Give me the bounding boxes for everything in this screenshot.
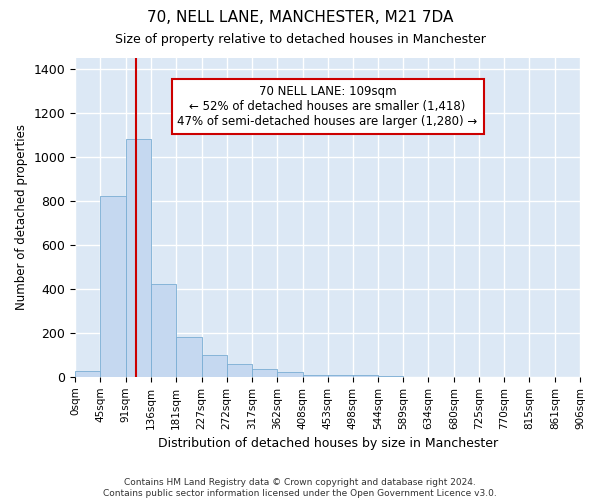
Bar [302, 374, 328, 377]
Bar [227, 364, 252, 377]
Bar [100, 196, 126, 377]
Bar [277, 372, 302, 377]
Text: Contains HM Land Registry data © Crown copyright and database right 2024.
Contai: Contains HM Land Registry data © Crown c… [103, 478, 497, 498]
Bar [328, 375, 353, 377]
Bar [378, 376, 403, 377]
X-axis label: Distribution of detached houses by size in Manchester: Distribution of detached houses by size … [158, 437, 497, 450]
Bar [252, 369, 277, 377]
Bar [353, 376, 378, 377]
Y-axis label: Number of detached properties: Number of detached properties [15, 124, 28, 310]
Bar [151, 284, 176, 377]
Bar [202, 355, 227, 377]
Text: 70, NELL LANE, MANCHESTER, M21 7DA: 70, NELL LANE, MANCHESTER, M21 7DA [147, 10, 453, 25]
Text: 70 NELL LANE: 109sqm
← 52% of detached houses are smaller (1,418)
47% of semi-de: 70 NELL LANE: 109sqm ← 52% of detached h… [178, 84, 478, 128]
Text: Size of property relative to detached houses in Manchester: Size of property relative to detached ho… [115, 32, 485, 46]
Bar [176, 337, 202, 377]
Bar [75, 372, 100, 377]
Bar [126, 139, 151, 377]
